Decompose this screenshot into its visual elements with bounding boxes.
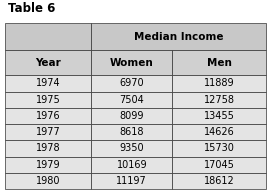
Bar [172, 157, 266, 173]
Text: 8099: 8099 [119, 111, 144, 121]
Bar [5, 50, 91, 75]
Bar [91, 140, 172, 157]
Text: 15730: 15730 [204, 143, 235, 153]
Text: 1974: 1974 [36, 78, 61, 88]
Bar [5, 157, 91, 173]
Text: 11889: 11889 [204, 78, 235, 88]
Text: 1976: 1976 [36, 111, 61, 121]
Text: 13455: 13455 [204, 111, 235, 121]
Text: 7504: 7504 [119, 95, 144, 105]
Bar [5, 91, 91, 108]
Bar [91, 173, 172, 189]
Text: 12758: 12758 [204, 95, 235, 105]
Text: 17045: 17045 [204, 160, 235, 170]
Text: 1980: 1980 [36, 176, 61, 186]
Bar [172, 50, 266, 75]
Bar [91, 50, 172, 75]
Text: 11197: 11197 [116, 176, 147, 186]
Text: Men: Men [207, 58, 232, 68]
Bar [5, 140, 91, 157]
Bar [91, 157, 172, 173]
Text: Year: Year [36, 58, 61, 68]
Bar [91, 91, 172, 108]
Text: Median Income: Median Income [134, 32, 224, 42]
Bar [172, 173, 266, 189]
Text: 14626: 14626 [204, 127, 235, 137]
Bar [172, 75, 266, 91]
Bar [5, 173, 91, 189]
Bar [172, 140, 266, 157]
Text: 1979: 1979 [36, 160, 61, 170]
Text: 1977: 1977 [36, 127, 61, 137]
Text: 10169: 10169 [116, 160, 147, 170]
Bar [91, 23, 266, 50]
Text: 1978: 1978 [36, 143, 61, 153]
Bar [91, 108, 172, 124]
Bar [172, 124, 266, 140]
Bar [172, 108, 266, 124]
Bar [5, 23, 91, 50]
Text: 18612: 18612 [204, 176, 235, 186]
Bar [5, 124, 91, 140]
Bar [172, 91, 266, 108]
Bar [5, 108, 91, 124]
Bar [91, 75, 172, 91]
Bar [5, 75, 91, 91]
Text: 6970: 6970 [119, 78, 144, 88]
Text: Women: Women [110, 58, 154, 68]
Bar [91, 124, 172, 140]
Text: 8618: 8618 [119, 127, 144, 137]
Text: Table 6: Table 6 [8, 2, 55, 15]
Text: 9350: 9350 [119, 143, 144, 153]
Text: 1975: 1975 [36, 95, 61, 105]
